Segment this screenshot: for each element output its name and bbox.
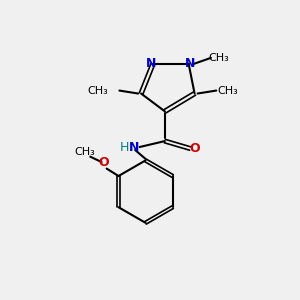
Text: N: N xyxy=(129,140,140,154)
Text: CH₃: CH₃ xyxy=(208,53,229,63)
Text: N: N xyxy=(185,57,195,70)
Text: CH₃: CH₃ xyxy=(74,147,95,157)
Text: O: O xyxy=(98,156,109,169)
Text: H: H xyxy=(119,140,129,154)
Text: O: O xyxy=(189,142,200,155)
Text: CH₃: CH₃ xyxy=(217,85,238,96)
Text: N: N xyxy=(146,57,157,70)
Text: CH₃: CH₃ xyxy=(88,85,108,96)
